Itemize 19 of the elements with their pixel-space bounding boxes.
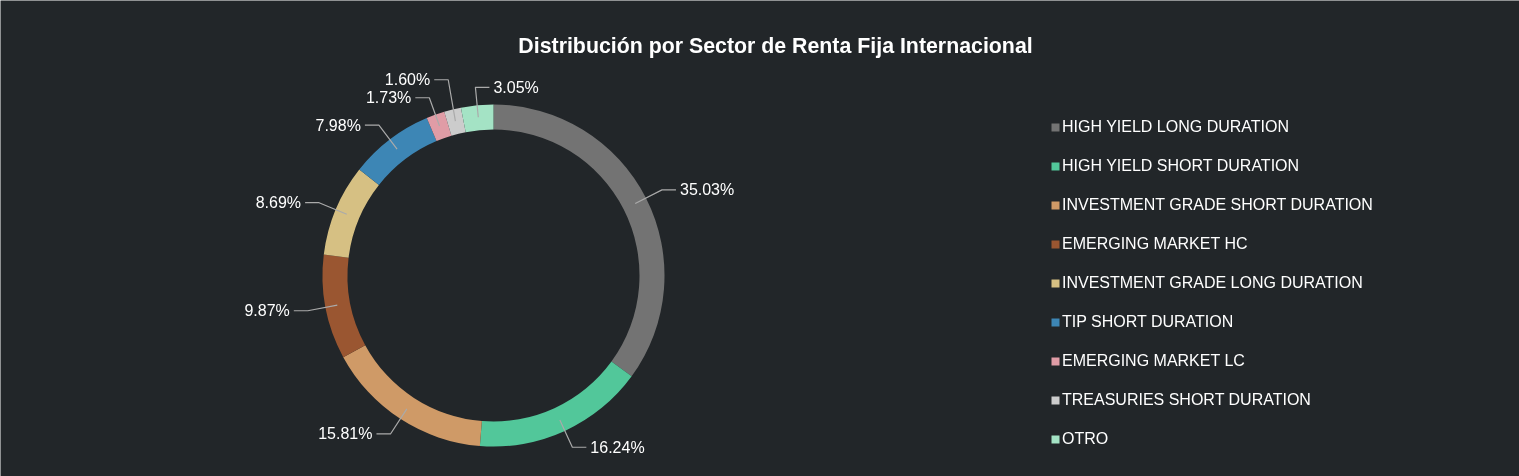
legend-label: HIGH YIELD LONG DURATION [1062,118,1289,136]
chart-title: Distribución por Sector de Renta Fija Internacional [518,33,1033,58]
data-label: 3.05% [493,78,539,96]
data-label: 35.03% [679,181,735,199]
legend-label: OTRO [1062,430,1109,448]
legend-label: INVESTMENT GRADE LONG DURATION [1062,274,1363,292]
legend-label: HIGH YIELD SHORT DURATION [1062,157,1300,175]
legend-label: INVESTMENT GRADE SHORT DURATION [1062,196,1373,214]
data-label: 16.24% [590,438,645,456]
data-label: 8.69% [255,194,302,212]
legend-label: EMERGING MARKET LC [1062,352,1245,370]
data-label: 1.60% [384,71,431,89]
data-label: 9.87% [244,302,290,320]
data-label: 7.98% [315,116,361,134]
legend-label: TREASURIES SHORT DURATION [1062,391,1311,409]
legend-label: TIP SHORT DURATION [1062,313,1234,331]
legend-label: EMERGING MARKET HC [1062,235,1248,253]
data-label: 15.81% [318,425,373,443]
data-label: 1.73% [365,89,412,107]
